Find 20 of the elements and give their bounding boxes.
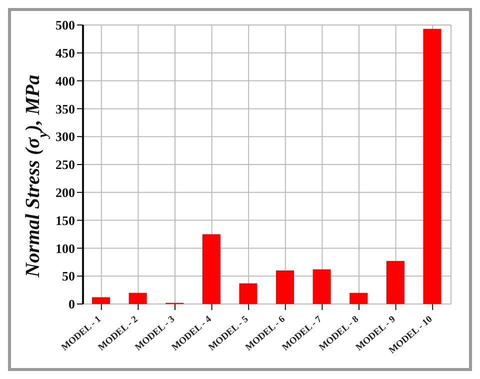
y-tick-label: 250 bbox=[56, 157, 75, 172]
y-tick-label: 400 bbox=[56, 73, 75, 88]
y-tick-label: 0 bbox=[68, 296, 75, 312]
y-tick-label: 450 bbox=[56, 46, 75, 61]
y-tick-label: 500 bbox=[56, 18, 75, 33]
y-tick-label: 200 bbox=[56, 185, 75, 200]
y-tick-label: 350 bbox=[56, 101, 75, 116]
y-tick-label: 100 bbox=[56, 240, 75, 256]
bar bbox=[202, 234, 220, 304]
bar bbox=[312, 269, 331, 304]
bar bbox=[386, 261, 404, 304]
y-tick-label: 150 bbox=[56, 212, 75, 228]
bar bbox=[423, 28, 442, 304]
bar bbox=[128, 292, 147, 304]
bar bbox=[350, 292, 368, 304]
y-tick-label: 300 bbox=[56, 129, 75, 144]
bar bbox=[92, 297, 110, 304]
bar bbox=[276, 270, 294, 304]
bar bbox=[239, 283, 258, 304]
y-tick-label: 50 bbox=[62, 268, 75, 284]
